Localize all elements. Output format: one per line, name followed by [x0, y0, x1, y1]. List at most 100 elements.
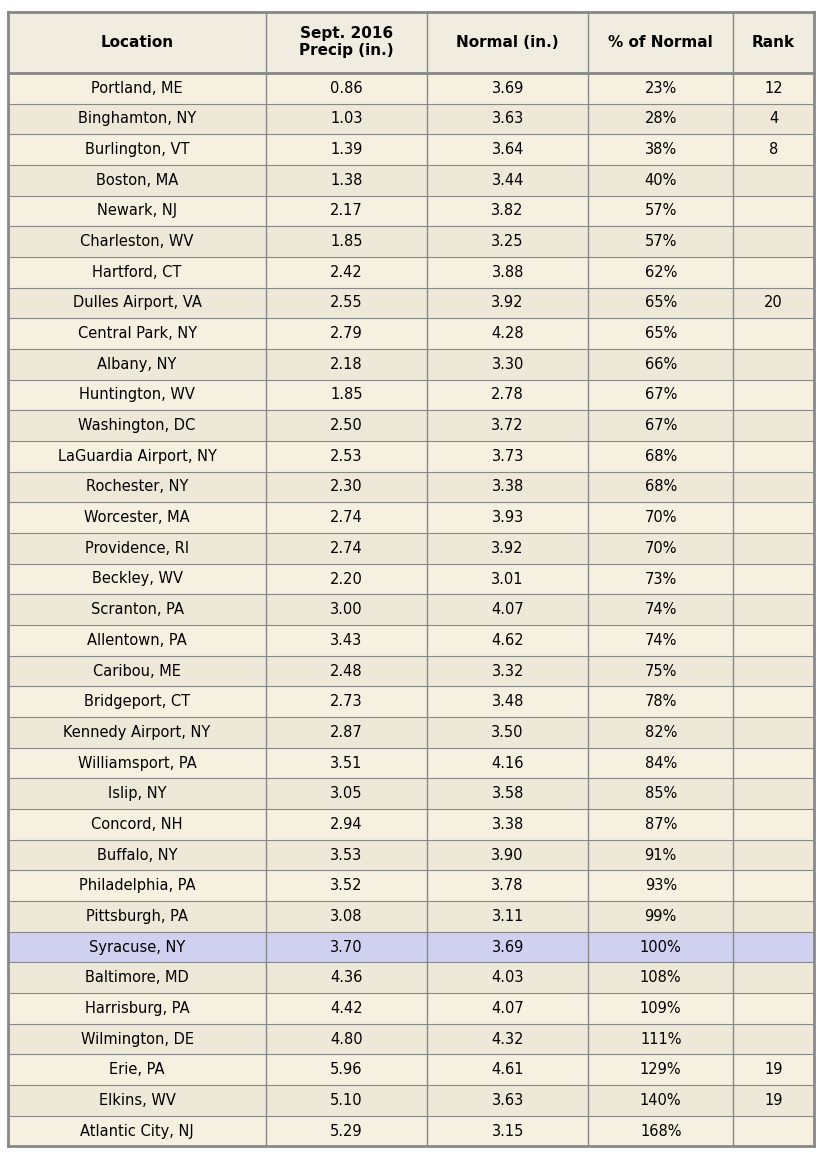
Text: 4.28: 4.28: [492, 327, 524, 342]
Text: 3.58: 3.58: [492, 786, 524, 801]
Text: 3.01: 3.01: [492, 572, 524, 586]
Text: 2.30: 2.30: [330, 479, 363, 494]
Text: 78%: 78%: [644, 694, 677, 709]
Text: 3.00: 3.00: [330, 602, 363, 617]
Text: Worcester, MA: Worcester, MA: [85, 511, 190, 526]
Text: Binghamton, NY: Binghamton, NY: [78, 111, 196, 126]
Bar: [8, 196, 814, 226]
Bar: [8, 748, 814, 778]
Text: Pittsburgh, PA: Pittsburgh, PA: [86, 909, 188, 924]
Text: 2.73: 2.73: [330, 694, 363, 709]
Text: Rank: Rank: [752, 35, 795, 50]
Bar: [8, 73, 814, 103]
Text: 3.64: 3.64: [492, 142, 524, 157]
Bar: [8, 410, 814, 441]
Text: 2.20: 2.20: [330, 572, 363, 586]
Text: 3.72: 3.72: [492, 418, 524, 433]
Text: 3.78: 3.78: [492, 878, 524, 893]
Text: 111%: 111%: [640, 1032, 681, 1047]
Text: 23%: 23%: [644, 81, 677, 96]
Bar: [8, 994, 814, 1024]
Text: 2.48: 2.48: [330, 664, 363, 679]
Text: 73%: 73%: [644, 572, 677, 586]
Text: 3.44: 3.44: [492, 173, 524, 188]
Text: 91%: 91%: [644, 848, 677, 863]
Text: Philadelphia, PA: Philadelphia, PA: [79, 878, 196, 893]
Text: 3.63: 3.63: [492, 111, 524, 126]
Text: Burlington, VT: Burlington, VT: [85, 142, 189, 157]
Bar: [8, 871, 814, 901]
Text: 68%: 68%: [644, 479, 677, 494]
Text: 2.50: 2.50: [330, 418, 363, 433]
Text: 70%: 70%: [644, 541, 677, 556]
Text: 3.32: 3.32: [492, 664, 524, 679]
Text: 3.69: 3.69: [492, 939, 524, 954]
Bar: [8, 594, 814, 625]
Text: 66%: 66%: [644, 357, 677, 372]
Text: 74%: 74%: [644, 632, 677, 647]
Text: Boston, MA: Boston, MA: [96, 173, 178, 188]
Text: 75%: 75%: [644, 664, 677, 679]
Text: 4.03: 4.03: [492, 970, 524, 985]
Text: 2.74: 2.74: [330, 511, 363, 526]
Text: Central Park, NY: Central Park, NY: [77, 327, 196, 342]
Text: 65%: 65%: [644, 327, 677, 342]
Text: Kennedy Airport, NY: Kennedy Airport, NY: [63, 725, 210, 740]
Text: Rochester, NY: Rochester, NY: [86, 479, 188, 494]
Text: 108%: 108%: [640, 970, 681, 985]
Text: % of Normal: % of Normal: [608, 35, 713, 50]
Text: Bridgeport, CT: Bridgeport, CT: [84, 694, 190, 709]
Text: Harrisburg, PA: Harrisburg, PA: [85, 1001, 189, 1016]
Text: 1.85: 1.85: [330, 234, 363, 249]
Text: 85%: 85%: [644, 786, 677, 801]
Text: 3.92: 3.92: [492, 541, 524, 556]
Text: Beckley, WV: Beckley, WV: [91, 572, 182, 586]
Text: 2.55: 2.55: [330, 295, 363, 310]
Text: 4.61: 4.61: [492, 1062, 524, 1077]
Text: 3.70: 3.70: [330, 939, 363, 954]
Text: 100%: 100%: [640, 939, 681, 954]
Text: LaGuardia Airport, NY: LaGuardia Airport, NY: [58, 449, 216, 464]
Bar: [8, 717, 814, 748]
Text: 87%: 87%: [644, 816, 677, 831]
Bar: [8, 655, 814, 687]
Bar: [8, 840, 814, 871]
Text: 3.43: 3.43: [330, 632, 363, 647]
Text: 109%: 109%: [640, 1001, 681, 1016]
Bar: [8, 962, 814, 994]
Text: 2.79: 2.79: [330, 327, 363, 342]
Text: 3.52: 3.52: [330, 878, 363, 893]
Text: Dulles Airport, VA: Dulles Airport, VA: [72, 295, 201, 310]
Bar: [8, 1085, 814, 1116]
Text: 3.08: 3.08: [330, 909, 363, 924]
Text: 4.16: 4.16: [492, 755, 524, 770]
Text: 3.82: 3.82: [492, 204, 524, 219]
Bar: [8, 625, 814, 655]
Text: 2.87: 2.87: [330, 725, 363, 740]
Bar: [8, 441, 814, 471]
Text: 12: 12: [764, 81, 783, 96]
Text: 5.10: 5.10: [330, 1093, 363, 1108]
Bar: [8, 901, 814, 932]
Text: 3.48: 3.48: [492, 694, 524, 709]
Text: 84%: 84%: [644, 755, 677, 770]
Text: 40%: 40%: [644, 173, 677, 188]
Text: Allentown, PA: Allentown, PA: [87, 632, 187, 647]
Text: Caribou, ME: Caribou, ME: [93, 664, 181, 679]
Text: 3.90: 3.90: [492, 848, 524, 863]
Bar: [8, 134, 814, 164]
Text: 2.94: 2.94: [330, 816, 363, 831]
Text: 67%: 67%: [644, 388, 677, 403]
Text: 20: 20: [764, 295, 783, 310]
Text: 140%: 140%: [640, 1093, 681, 1108]
Text: 4.80: 4.80: [330, 1032, 363, 1047]
Text: 4.07: 4.07: [492, 1001, 524, 1016]
Text: 3.25: 3.25: [492, 234, 524, 249]
Text: 2.18: 2.18: [330, 357, 363, 372]
Bar: [8, 380, 814, 410]
Text: 3.92: 3.92: [492, 295, 524, 310]
Bar: [8, 1116, 814, 1146]
Bar: [8, 533, 814, 564]
Text: 3.38: 3.38: [492, 479, 524, 494]
Text: 2.78: 2.78: [492, 388, 524, 403]
